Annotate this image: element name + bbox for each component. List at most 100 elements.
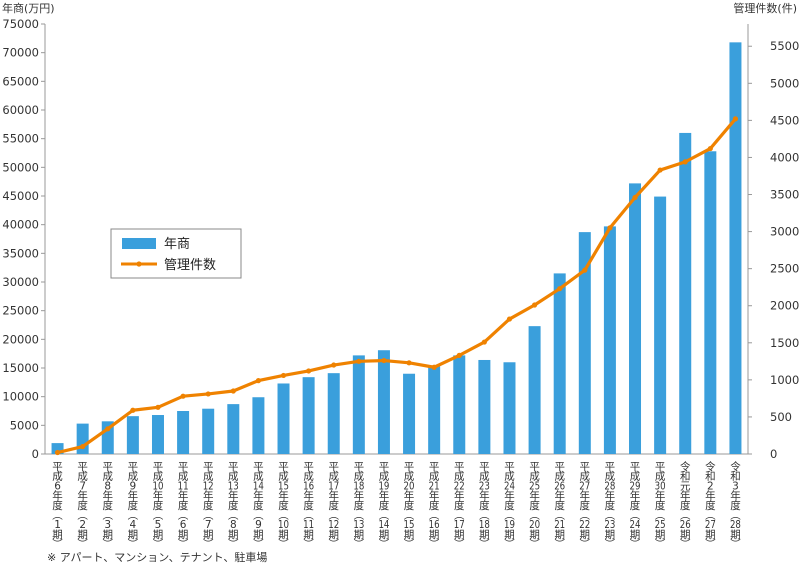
x-label-char: ︵	[203, 510, 214, 522]
right-tick-label: 0	[770, 447, 777, 461]
x-label-char: 平	[580, 461, 591, 473]
x-label-char: ︵	[178, 510, 189, 522]
left-axis-ticks: 0 5000 10000 15000 20000 25000 30000 35000 40000…	[2, 17, 45, 461]
x-label-char: 7	[79, 480, 86, 492]
x-label-char: ︶	[479, 539, 490, 551]
revenue-bar	[377, 350, 390, 454]
right-tick-label: 2500	[770, 262, 799, 276]
x-label-char: 期	[580, 529, 591, 541]
x-label-char: 成	[479, 471, 490, 483]
x-label-char: ︶	[429, 539, 440, 551]
left-tick-label: 20000	[2, 332, 39, 346]
management-count-point	[657, 167, 663, 173]
x-label-char: 6	[54, 480, 61, 492]
legend-box	[110, 228, 242, 279]
left-tick-label: 50000	[2, 160, 39, 174]
x-label-char: 年	[404, 489, 415, 502]
legend-label-revenue: 年商	[164, 237, 190, 252]
x-label-char: 年	[328, 489, 339, 502]
left-tick-label: 0	[32, 447, 39, 461]
right-tick-label: 500	[770, 410, 792, 424]
x-label-char: 25	[529, 480, 540, 492]
x-label-char: 29	[630, 480, 641, 492]
x-label-char: 和	[705, 471, 716, 483]
x-label-char: 平	[103, 461, 114, 473]
legend: 年商 管理件数	[110, 228, 242, 279]
x-label-char: 16	[429, 519, 440, 531]
x-label-char: 成	[153, 471, 164, 483]
x-label-char: 22	[454, 480, 465, 492]
management-count-point	[356, 358, 362, 364]
x-label-char: ︵	[303, 510, 314, 522]
x-label-char: 成	[379, 471, 390, 483]
x-label-char: 年	[454, 489, 465, 502]
x-label-char: ︶	[203, 539, 214, 551]
x-label-char: ︶	[454, 539, 465, 551]
x-label-char: ︵	[404, 510, 415, 522]
x-label-char: ︵	[504, 510, 515, 522]
revenue-bar	[403, 373, 416, 454]
x-label-char: ︵	[354, 510, 365, 522]
x-label-char: 4	[130, 519, 137, 531]
management-count-line	[57, 117, 737, 455]
left-tick-label: 45000	[2, 189, 39, 203]
x-label-char: ︶	[504, 539, 515, 551]
x-label-char: 成	[504, 471, 515, 483]
revenue-bar	[528, 326, 541, 454]
x-label-char: 期	[454, 529, 465, 541]
x-label-char: ︶	[680, 539, 691, 551]
x-label-char: 度	[203, 499, 214, 512]
right-axis-title: 管理件数(件)	[733, 1, 797, 15]
x-label-char: 度	[429, 499, 440, 512]
revenue-bar	[704, 151, 717, 454]
revenue-bar	[302, 377, 315, 454]
revenue-bar	[428, 366, 441, 454]
revenue-bar	[277, 383, 290, 454]
x-label-char: 12	[203, 480, 214, 492]
management-count-point	[331, 362, 337, 368]
x-label-char: 期	[630, 529, 641, 541]
left-tick-label: 35000	[2, 246, 39, 260]
x-label-char: ︵	[705, 510, 716, 522]
x-label-char: 度	[655, 499, 666, 512]
x-label-char: 年	[253, 489, 264, 502]
x-label-char: 成	[328, 471, 339, 483]
revenue-bar	[478, 359, 491, 454]
x-label-char: 度	[504, 499, 515, 512]
x-label-char: 年	[178, 489, 189, 502]
management-count-point	[180, 393, 186, 399]
management-count-point	[306, 368, 312, 374]
management-count-point	[456, 352, 462, 358]
x-label-char: 11	[178, 480, 189, 492]
revenue-bar	[352, 355, 365, 454]
x-axis-labels: 平成6年度︵1期︶平成7年度︵2期︶平成8年度︵3期︶平成9年度︵4期︶平成10…	[52, 460, 741, 551]
x-label-char: 年	[429, 489, 440, 502]
x-label-char: 平	[303, 461, 314, 473]
x-label-char: 度	[128, 499, 139, 512]
x-label-char: 期	[504, 529, 515, 541]
x-label-char: 度	[605, 499, 616, 512]
x-label-char: 期	[278, 529, 289, 541]
x-label-char: 成	[554, 471, 565, 483]
x-label-char: ︵	[253, 510, 264, 522]
x-label-char: 平	[153, 461, 164, 473]
x-label-char: 平	[278, 461, 289, 473]
management-count-point	[707, 145, 713, 152]
x-label-char: 成	[303, 471, 314, 483]
x-label-char: 令	[680, 460, 691, 473]
management-count-point	[732, 116, 739, 122]
x-label-char: 6	[180, 519, 187, 531]
x-label-char: 10	[152, 480, 163, 492]
x-label-char: 成	[128, 471, 139, 483]
x-label-char: ︶	[253, 539, 264, 551]
x-label-char: 度	[303, 499, 314, 512]
